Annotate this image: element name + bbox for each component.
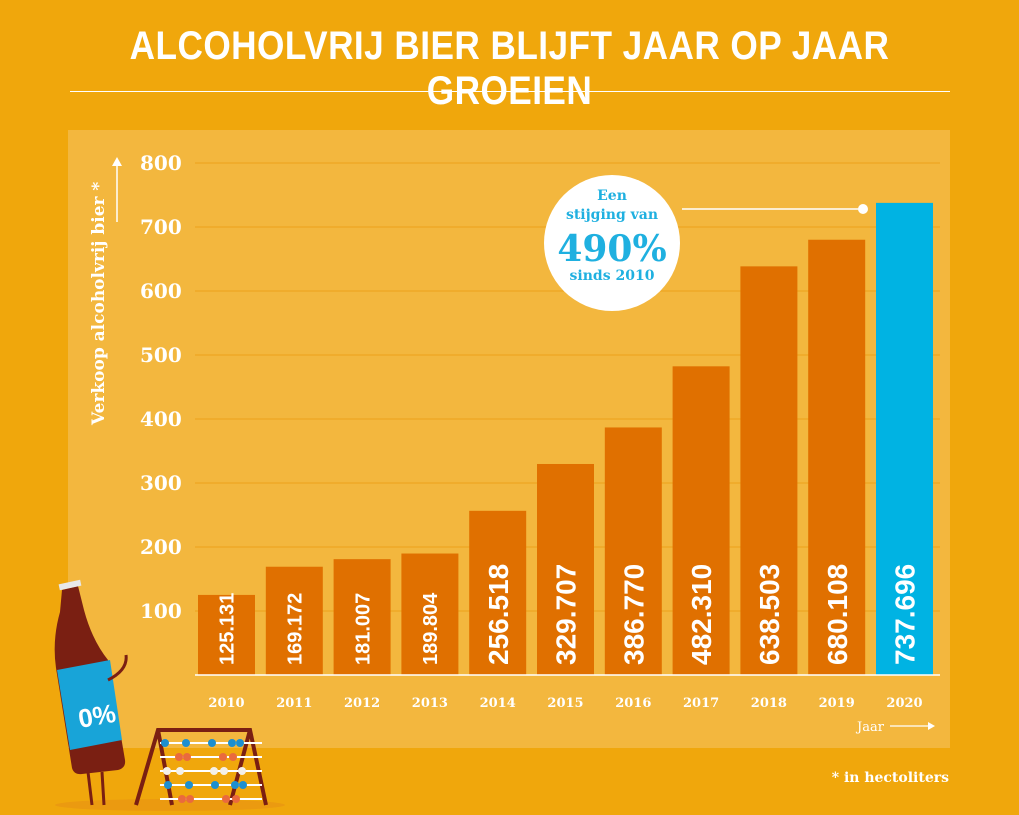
abacus-bead xyxy=(232,795,240,803)
bar-2013 xyxy=(401,553,459,675)
callout-value: 490% xyxy=(557,228,666,270)
abacus-bead xyxy=(208,739,216,747)
callout-bubble xyxy=(544,175,680,311)
data-label: 482.310 xyxy=(686,564,717,665)
footnote: * in hectoliters xyxy=(831,770,949,786)
abacus-bead xyxy=(164,781,172,789)
abacus-bead xyxy=(236,739,244,747)
bar-2011 xyxy=(265,566,323,675)
y-tick-label: 800 xyxy=(140,151,182,175)
data-label: 737.696 xyxy=(890,564,921,665)
bar-2014 xyxy=(469,510,527,675)
y-tick-label: 700 xyxy=(140,215,182,239)
bar-2016 xyxy=(604,427,662,675)
y-tick-label: 400 xyxy=(140,407,182,431)
x-tick-label: 2010 xyxy=(208,696,244,711)
bottle-label-text: 0% xyxy=(76,698,118,734)
callout-dot xyxy=(858,204,868,214)
data-label: 680.108 xyxy=(822,564,853,665)
data-label: 256.518 xyxy=(483,564,514,665)
x-axis-arrowhead xyxy=(928,722,935,730)
callout-text: sinds 2010 xyxy=(570,268,655,284)
data-label: 125.131 xyxy=(217,593,239,665)
callout-text: stijging van xyxy=(566,207,658,223)
abacus-bead xyxy=(178,795,186,803)
data-label: 329.707 xyxy=(551,564,582,665)
bottle-arm xyxy=(107,654,128,682)
x-tick-label: 2020 xyxy=(886,696,922,711)
callout-text: Een xyxy=(597,188,627,204)
abacus-bead xyxy=(222,795,230,803)
y-tick-label: 300 xyxy=(140,471,182,495)
bottle-legs xyxy=(86,771,106,806)
bar-2012 xyxy=(333,559,391,675)
x-axis-label: Jaar xyxy=(855,720,885,735)
y-tick-label: 100 xyxy=(140,599,182,623)
abacus-bead xyxy=(220,767,228,775)
abacus-bead xyxy=(183,753,191,761)
x-tick-label: 2014 xyxy=(480,696,516,711)
bottle-cap xyxy=(58,579,82,591)
abacus-bead xyxy=(228,739,236,747)
x-tick-label: 2017 xyxy=(683,696,719,711)
bottle-label xyxy=(57,660,122,750)
bar-2020 xyxy=(876,202,933,675)
x-tick-label: 2018 xyxy=(751,696,787,711)
bar-2019 xyxy=(808,239,866,675)
data-label: 386.770 xyxy=(618,564,649,665)
y-tick-label: 200 xyxy=(140,535,182,559)
x-tick-label: 2019 xyxy=(819,696,855,711)
abacus-bead xyxy=(231,781,239,789)
y-tick-label: 500 xyxy=(140,343,182,367)
title-divider xyxy=(70,91,950,92)
abacus-bead xyxy=(163,767,171,775)
data-label: 638.503 xyxy=(754,564,785,665)
abacus-bead xyxy=(161,739,169,747)
abacus-bead xyxy=(186,795,194,803)
x-tick-label: 2013 xyxy=(412,696,448,711)
abacus-bead xyxy=(176,767,184,775)
abacus-bead xyxy=(219,753,227,761)
y-axis-arrowhead xyxy=(112,157,122,166)
data-label: 169.172 xyxy=(285,593,307,665)
x-tick-label: 2011 xyxy=(276,696,312,711)
abacus-icon xyxy=(134,728,268,806)
y-tick-label: 600 xyxy=(140,279,182,303)
x-tick-label: 2015 xyxy=(547,696,583,711)
abacus-bead xyxy=(210,767,218,775)
abacus-bead xyxy=(182,739,190,747)
bar-2018 xyxy=(740,266,798,675)
y-axis-label: Verkoop alcoholvrij bier * xyxy=(89,182,109,426)
data-label: 189.804 xyxy=(420,592,442,665)
data-label: 181.007 xyxy=(352,593,374,665)
abacus-bead xyxy=(211,781,219,789)
abacus-bead xyxy=(185,781,193,789)
abacus-bead xyxy=(239,781,247,789)
abacus-bead xyxy=(238,767,246,775)
bar-2010 xyxy=(198,594,255,675)
bar-2015 xyxy=(537,463,594,675)
bar-2017 xyxy=(672,366,730,675)
abacus-bead xyxy=(229,753,237,761)
x-tick-label: 2012 xyxy=(344,696,380,711)
abacus-bead xyxy=(175,753,183,761)
x-tick-label: 2016 xyxy=(615,696,651,711)
